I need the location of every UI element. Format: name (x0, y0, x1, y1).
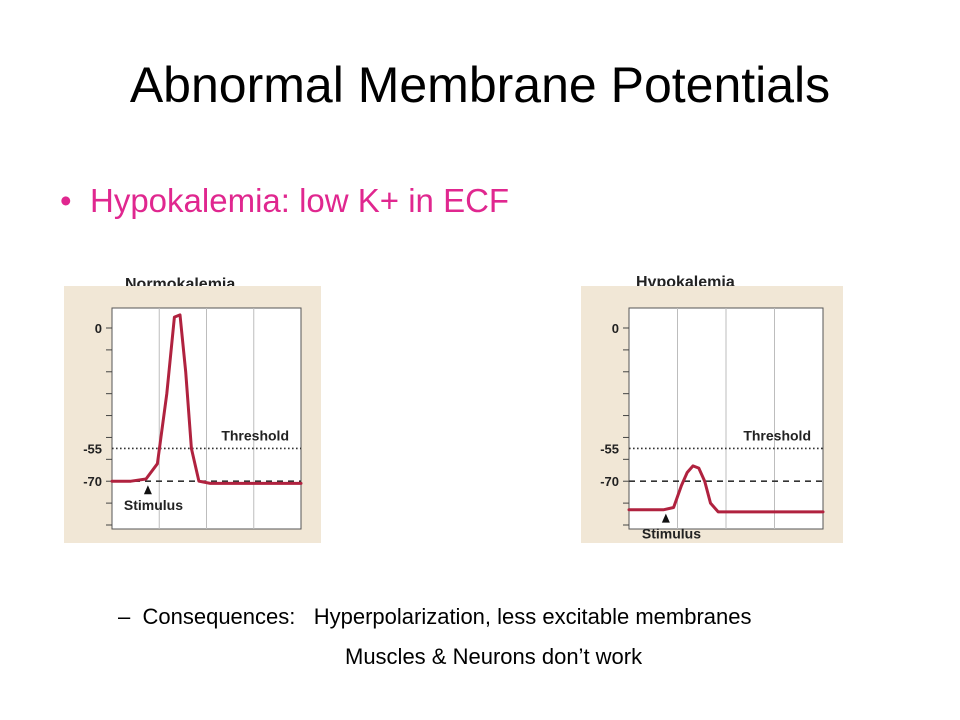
bullet-dot-icon: • (60, 182, 72, 219)
consequences-text: Hyperpolarization, less excitable membra… (313, 604, 752, 629)
chart-hypokalemia: 0 -55 -70 Threshold Stimulus (581, 286, 843, 543)
chart-normokalemia: 0 -55 -70 Threshold Stimulus (64, 286, 321, 543)
consequences-label: Consequences: (142, 604, 296, 629)
membrane-potential-trace (627, 464, 825, 514)
bullet-text: Hypokalemia: low K+ in ECF (90, 182, 510, 219)
bullet-item: • Hypokalemia: low K+ in ECF (60, 182, 509, 220)
sub-bullet-consequences: – Consequences: Hyperpolarization, less … (118, 604, 751, 630)
y-tick-label: -55 (600, 441, 619, 456)
y-tick-label: -55 (83, 441, 102, 456)
membrane-potential-trace (110, 313, 303, 485)
threshold-label: Threshold (221, 427, 289, 443)
stimulus-arrow-icon (661, 513, 670, 523)
slide-title: Abnormal Membrane Potentials (129, 57, 831, 113)
y-tick-label: 0 (95, 321, 102, 336)
stimulus-label: Stimulus (124, 497, 183, 513)
consequences-line-2: Muscles & Neurons don’t work (345, 644, 643, 669)
sub-bullet-dash: – (118, 604, 131, 629)
y-tick-label: -70 (600, 474, 619, 489)
y-tick-label: -70 (83, 474, 102, 489)
stimulus-label: Stimulus (642, 526, 701, 542)
stimulus-arrow-icon (143, 485, 152, 495)
y-tick-label: 0 (612, 321, 619, 336)
threshold-label: Threshold (743, 427, 811, 443)
